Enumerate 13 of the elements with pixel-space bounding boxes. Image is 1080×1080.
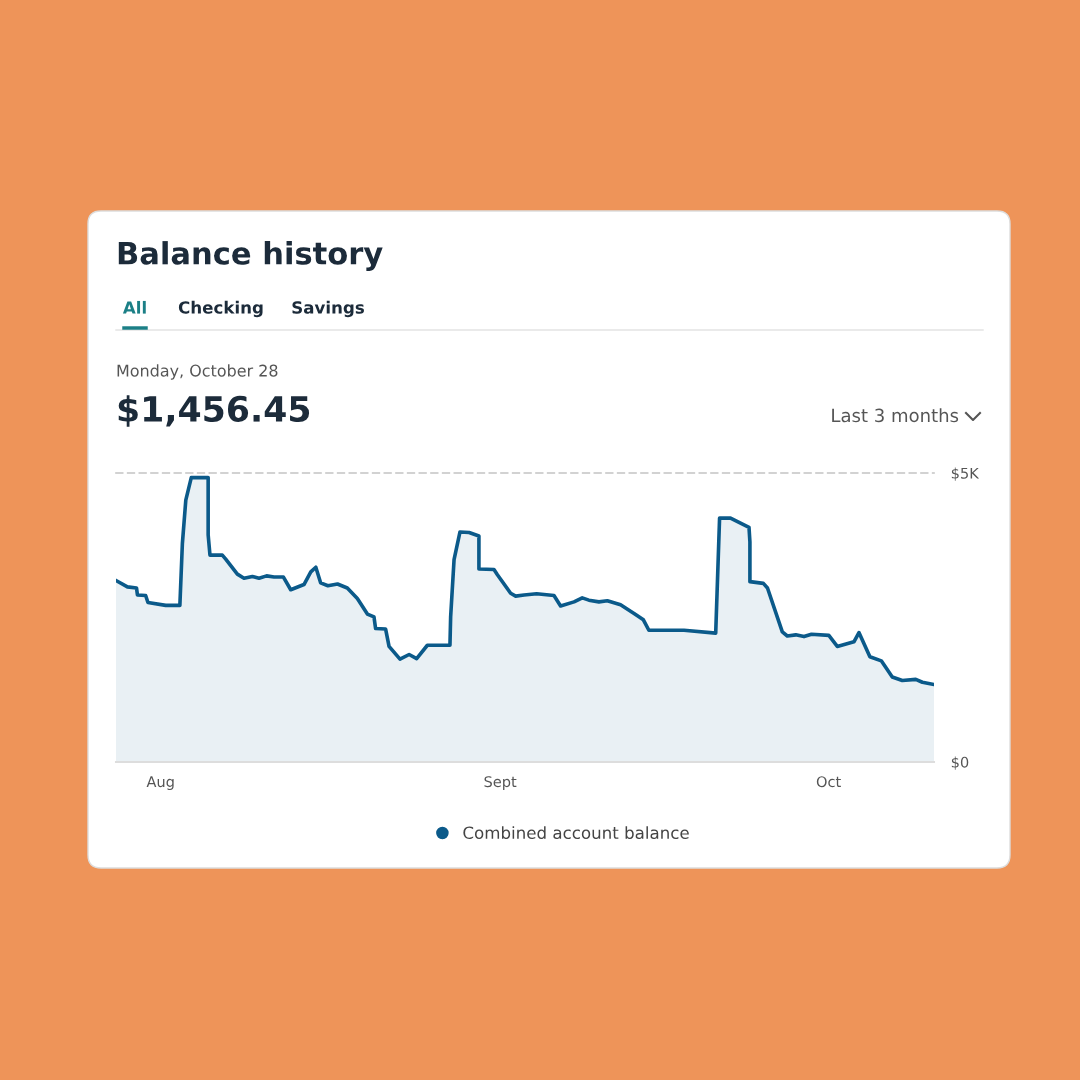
legend-label: Combined account balance xyxy=(463,826,689,840)
y-tick-label: $0 xyxy=(951,756,969,770)
text: Savings xyxy=(292,300,364,318)
text: Last 3 months xyxy=(832,408,959,423)
text: $1,456.45 xyxy=(118,395,310,427)
text: Checking xyxy=(178,300,263,318)
text: All xyxy=(122,300,146,314)
x-tick-label: Aug xyxy=(146,776,174,790)
chart-title: Balance history xyxy=(118,241,383,271)
text: Monday, October 28 xyxy=(117,364,278,380)
y-tick-label: $5K xyxy=(951,467,980,481)
x-tick-label: Sept xyxy=(484,776,517,790)
x-tick-label: Oct xyxy=(816,776,841,788)
